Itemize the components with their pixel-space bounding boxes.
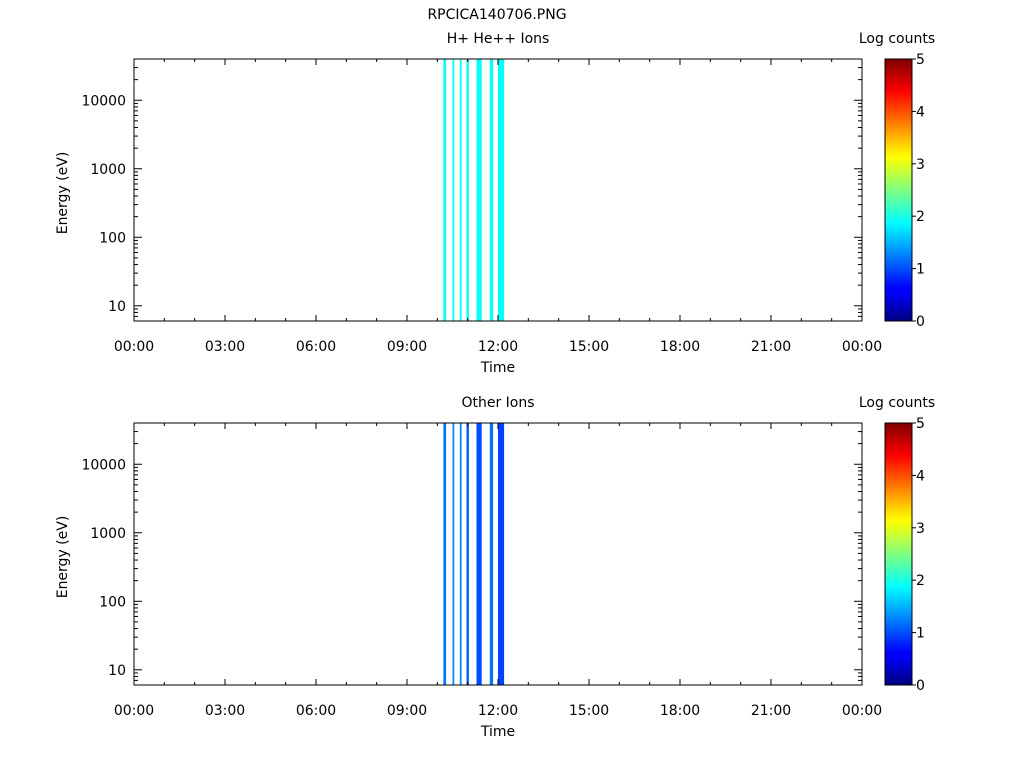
y-tick-label: 10000 [81, 93, 126, 109]
x-tick-label: 15:00 [569, 339, 609, 355]
burst-band [459, 59, 462, 321]
colorbar-tick-label: 5 [916, 52, 925, 68]
x-tick-label: 00:00 [114, 339, 154, 355]
panel-title: Other Ions [461, 395, 534, 411]
x-axis-label: Time [480, 360, 515, 376]
x-tick-label: 21:00 [751, 703, 791, 719]
colorbar-tick-label: 3 [916, 521, 925, 537]
x-tick-label: 15:00 [569, 703, 609, 719]
panel-title: H+ He++ Ions [447, 31, 550, 47]
burst-band [443, 59, 447, 321]
x-tick-label: 00:00 [842, 703, 882, 719]
burst-band [452, 423, 455, 685]
colorbar-tick-label: 4 [916, 104, 925, 120]
colorbar [884, 422, 913, 686]
colorbar-label: Log counts [859, 31, 935, 47]
colorbar-tick-label: 0 [916, 678, 925, 694]
burst-band [498, 423, 505, 685]
burst-band [489, 59, 494, 321]
burst-band [498, 59, 505, 321]
y-tick-label: 100 [99, 230, 126, 246]
x-tick-label: 06:00 [296, 339, 336, 355]
colorbar-tick-label: 2 [916, 573, 925, 589]
x-tick-label: 00:00 [114, 703, 154, 719]
figure-title: RPCICA140706.PNG [427, 7, 566, 23]
x-axis-label: Time [480, 724, 515, 740]
x-tick-label: 18:00 [660, 339, 700, 355]
colorbar-tick-label: 5 [916, 416, 925, 432]
x-tick-label: 03:00 [205, 703, 245, 719]
burst-band [452, 59, 455, 321]
colorbar-tick-label: 1 [916, 626, 925, 642]
y-tick-label: 10 [108, 299, 126, 315]
y-axis-label: Energy (eV) [55, 516, 71, 599]
y-tick-label: 10 [108, 663, 126, 679]
y-tick-label: 100 [99, 594, 126, 610]
x-tick-label: 09:00 [387, 703, 427, 719]
x-tick-label: 21:00 [751, 339, 791, 355]
x-tick-label: 00:00 [842, 339, 882, 355]
burst-band [443, 423, 447, 685]
x-tick-label: 12:00 [478, 703, 518, 719]
colorbar-tick-label: 0 [916, 314, 925, 330]
burst-band [466, 59, 469, 321]
colorbar-tick-label: 3 [916, 157, 925, 173]
x-tick-label: 03:00 [205, 339, 245, 355]
colorbar-label: Log counts [859, 395, 935, 411]
colorbar-tick-label: 2 [916, 209, 925, 225]
burst-band [489, 423, 494, 685]
burst-band [466, 423, 469, 685]
y-tick-label: 1000 [90, 526, 126, 542]
burst-band [459, 423, 462, 685]
x-tick-label: 09:00 [387, 339, 427, 355]
y-tick-label: 1000 [90, 162, 126, 178]
y-axis-label: Energy (eV) [55, 152, 71, 235]
x-tick-label: 12:00 [478, 339, 518, 355]
colorbar-tick-label: 1 [916, 262, 925, 278]
x-tick-label: 06:00 [296, 703, 336, 719]
y-tick-label: 10000 [81, 457, 126, 473]
burst-band [476, 423, 482, 685]
colorbar-tick-label: 4 [916, 468, 925, 484]
burst-band [476, 59, 482, 321]
x-tick-label: 18:00 [660, 703, 700, 719]
colorbar [884, 58, 913, 322]
